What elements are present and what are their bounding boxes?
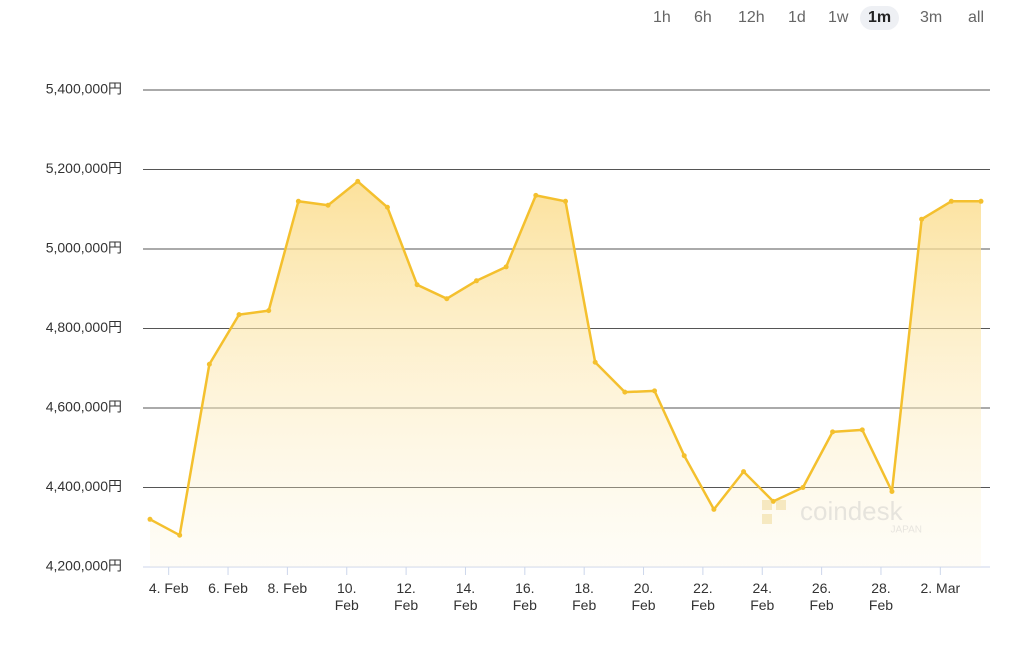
watermark-icon [776, 500, 786, 510]
point [592, 359, 598, 365]
point [800, 485, 806, 490]
y-tick-label: 5,400,000円 [46, 81, 122, 97]
x-tick-label: 10. Feb [334, 580, 359, 613]
watermark-icon [762, 514, 772, 524]
area [150, 181, 981, 568]
range-button[interactable]: 6h [694, 9, 712, 26]
point [177, 532, 183, 538]
x-tick-label: 18. Feb [572, 580, 597, 613]
point [355, 178, 361, 184]
point [919, 216, 925, 222]
y-tick-label: 4,200,000円 [46, 558, 122, 574]
point [503, 264, 509, 270]
range-button[interactable]: 12h [738, 9, 765, 26]
x-tick-label: 20. Feb [631, 580, 656, 613]
point [681, 453, 687, 459]
range-button[interactable]: 1h [653, 9, 671, 26]
x-tick-label: 14. Feb [453, 580, 478, 613]
range-button[interactable]: 1m [860, 6, 900, 30]
point [533, 192, 539, 198]
x-tick-label: 8. Feb [267, 580, 308, 596]
range-button[interactable]: all [968, 9, 985, 26]
point [711, 506, 717, 512]
point [889, 488, 895, 494]
range-button[interactable]: 3m [920, 9, 943, 26]
point [652, 388, 658, 394]
point [830, 429, 836, 435]
x-tick-label: 12. Feb [394, 580, 419, 613]
x-tick-label: 6. Feb [208, 580, 248, 596]
y-tick-label: 4,800,000円 [46, 319, 122, 335]
x-tick-label: 26. Feb [809, 580, 834, 613]
x-tick-label: 16. Feb [512, 580, 537, 613]
x-tick-label: 4. Feb [148, 580, 189, 596]
point [622, 389, 628, 395]
point [948, 198, 954, 204]
point [266, 308, 272, 314]
point [384, 204, 390, 210]
y-tick-label: 4,600,000円 [46, 399, 122, 415]
watermark-brand: coindesk [800, 496, 904, 526]
x-tick-label: 22. Feb [690, 580, 715, 613]
y-tick-label: 5,000,000円 [46, 240, 122, 256]
point [741, 469, 747, 475]
point [444, 296, 450, 302]
y-tick-label: 5,200,000円 [46, 160, 122, 176]
point [206, 361, 212, 367]
point [147, 516, 153, 522]
x-tick-label: 2. Mar [920, 580, 961, 596]
watermark: coindesk JAPAN [762, 496, 922, 536]
point [978, 198, 984, 204]
y-tick-label: 4,400,000円 [46, 478, 122, 494]
watermark-icon [762, 500, 772, 510]
point [859, 427, 865, 433]
point [236, 312, 242, 318]
range-button[interactable]: 1d [788, 9, 806, 26]
point [563, 198, 568, 204]
point [414, 282, 420, 288]
point [473, 278, 479, 284]
watermark-region: JAPAN [891, 525, 923, 536]
point [770, 498, 776, 504]
point [295, 198, 301, 204]
point [325, 202, 331, 208]
range-button[interactable]: 1w [828, 9, 849, 26]
x-tick-label: 28. Feb [868, 580, 894, 613]
x-tick-label: 24. Feb [750, 580, 775, 613]
